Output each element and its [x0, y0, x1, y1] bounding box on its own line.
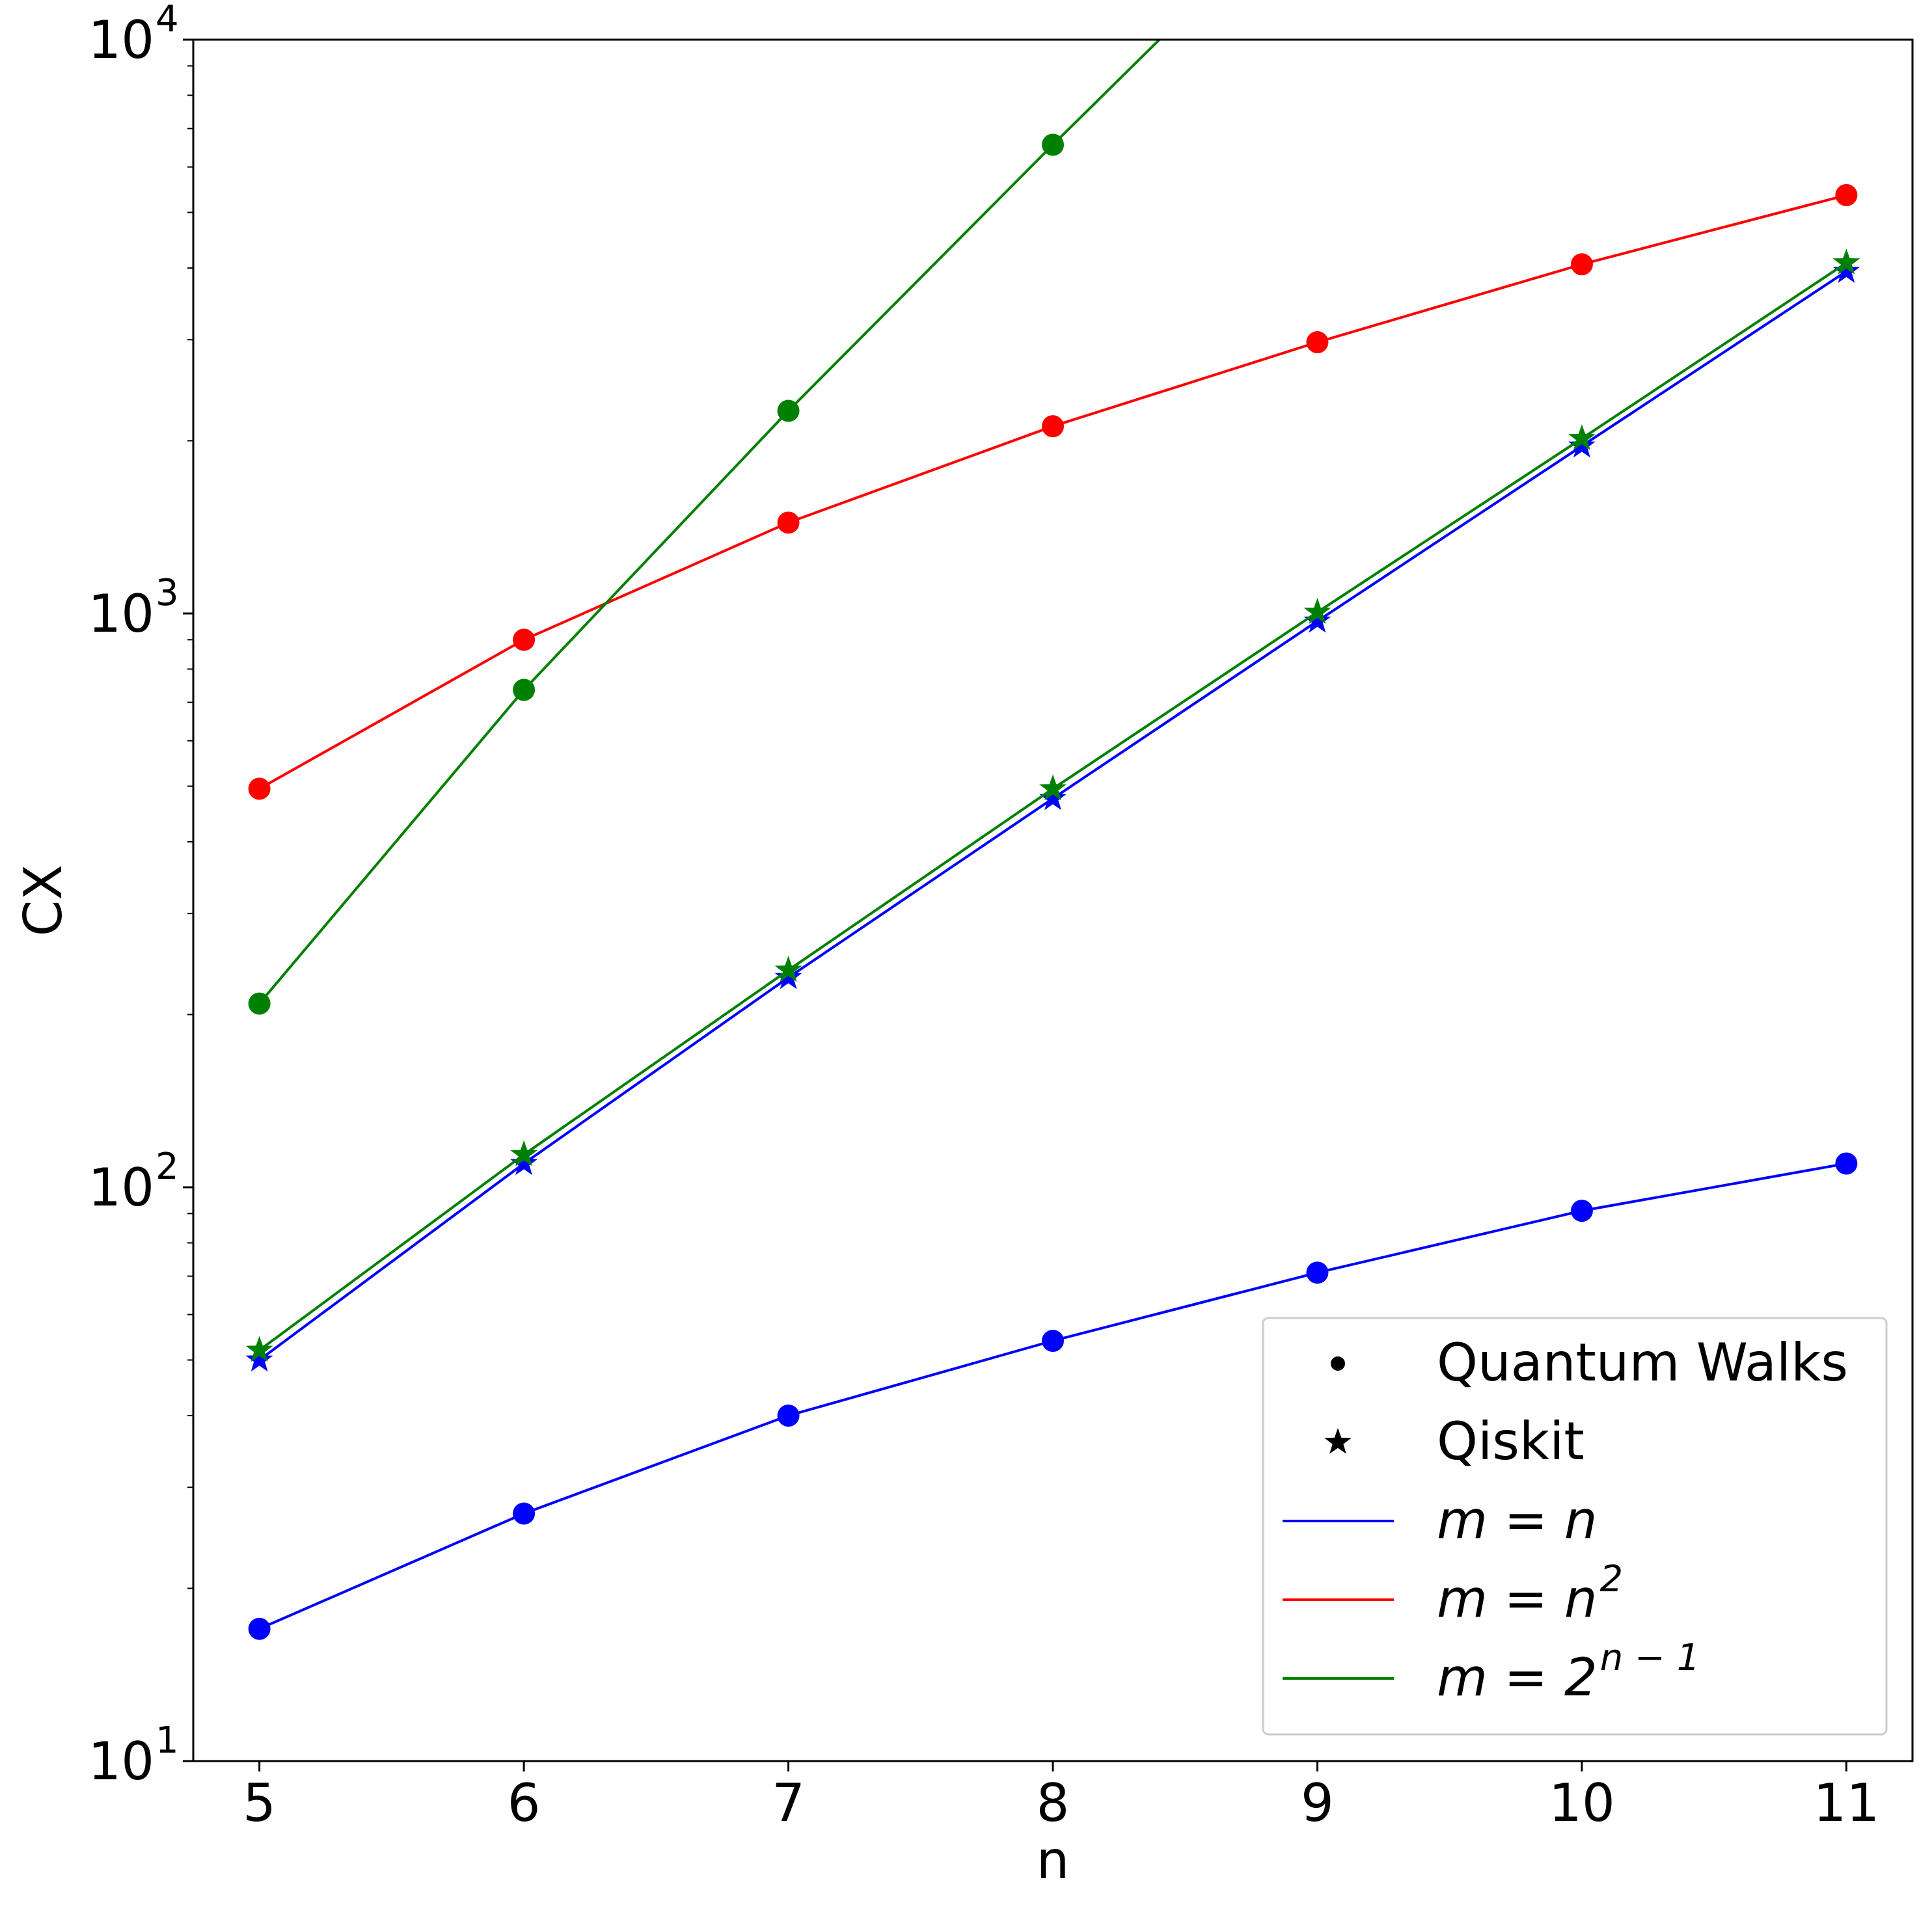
star-marker — [245, 1345, 273, 1372]
circle-marker — [1042, 133, 1064, 156]
legend-superscript: n − 1 — [1600, 1637, 1700, 1679]
x-tick-label: 7 — [772, 1773, 805, 1833]
circle-marker — [777, 511, 800, 534]
y-tick-exponent: 2 — [156, 1146, 179, 1188]
circle-marker — [248, 1617, 271, 1640]
star-marker — [774, 963, 802, 990]
y-tick-exponent: 3 — [156, 572, 179, 614]
circle-marker — [1306, 331, 1329, 354]
circle-marker — [777, 1404, 800, 1427]
circle-marker — [1570, 253, 1593, 276]
star-marker — [1568, 424, 1596, 450]
circle-marker — [777, 399, 800, 422]
y-tick-exponent: 4 — [156, 0, 179, 40]
x-tick-label: 6 — [508, 1773, 541, 1833]
star-marker — [1324, 1428, 1352, 1454]
star-marker — [1039, 784, 1067, 811]
legend-label: Qiskit — [1437, 1411, 1585, 1472]
plot-area — [245, 40, 1860, 1640]
star-marker — [510, 1149, 537, 1176]
x-tick-label: 9 — [1301, 1773, 1334, 1833]
y-tick-exponent: 1 — [156, 1719, 179, 1762]
star-marker — [1303, 598, 1331, 624]
legend-label: m = 2 — [1437, 1647, 1598, 1708]
legend-label: Quantum Walks — [1437, 1332, 1848, 1393]
circle-marker — [513, 679, 536, 701]
x-tick-label: 5 — [243, 1773, 276, 1833]
circle-marker — [1042, 415, 1064, 438]
legend-label: m = n — [1437, 1569, 1598, 1629]
x-tick-label: 8 — [1037, 1773, 1070, 1833]
circle-marker — [1835, 183, 1858, 206]
y-tick-label: 10 — [88, 1731, 154, 1792]
star-marker — [1832, 249, 1860, 275]
y-axis-label: CX — [13, 865, 74, 937]
legend-superscript: 2 — [1600, 1558, 1624, 1600]
x-axis-label: n — [1037, 1830, 1070, 1891]
x-tick-label: 10 — [1549, 1773, 1615, 1833]
legend-label: m = n — [1437, 1490, 1598, 1550]
y-tick-label: 10 — [88, 584, 154, 644]
circle-marker — [248, 992, 271, 1015]
legend-box — [1262, 1317, 1888, 1736]
star-marker — [245, 1336, 273, 1362]
circle-marker — [1570, 1200, 1593, 1222]
circle-marker — [1042, 1330, 1064, 1353]
circle-marker — [1306, 1261, 1329, 1284]
circle-marker — [513, 628, 536, 651]
circle-marker — [1835, 1152, 1858, 1175]
circle-marker — [248, 777, 271, 800]
star-marker — [510, 1140, 537, 1166]
star-marker — [774, 956, 802, 982]
star-marker — [1039, 774, 1067, 801]
star-marker — [1832, 257, 1860, 283]
circle-marker — [513, 1502, 536, 1525]
star-marker — [1568, 431, 1596, 458]
circle-marker — [1331, 1356, 1345, 1371]
y-tick-label: 10 — [88, 10, 154, 70]
star-marker — [1303, 606, 1331, 633]
y-tick-label: 10 — [88, 1157, 154, 1218]
x-tick-label: 11 — [1813, 1773, 1879, 1833]
